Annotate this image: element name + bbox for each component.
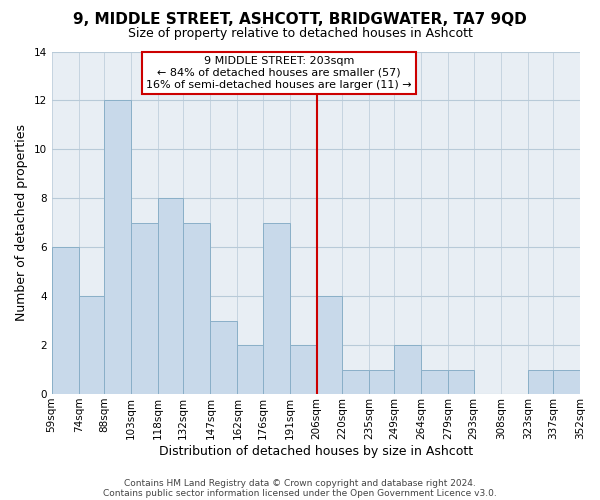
Bar bbox=[52, 247, 79, 394]
Bar bbox=[79, 296, 104, 394]
Bar bbox=[211, 320, 238, 394]
Text: Contains HM Land Registry data © Crown copyright and database right 2024.: Contains HM Land Registry data © Crown c… bbox=[124, 478, 476, 488]
Bar bbox=[421, 370, 448, 394]
Bar bbox=[104, 100, 131, 394]
Bar bbox=[394, 345, 421, 394]
Bar bbox=[369, 370, 394, 394]
Y-axis label: Number of detached properties: Number of detached properties bbox=[15, 124, 28, 322]
Bar bbox=[158, 198, 183, 394]
Bar bbox=[290, 345, 317, 394]
Bar bbox=[528, 370, 553, 394]
Text: Contains public sector information licensed under the Open Government Licence v3: Contains public sector information licen… bbox=[103, 488, 497, 498]
Text: 9 MIDDLE STREET: 203sqm
← 84% of detached houses are smaller (57)
16% of semi-de: 9 MIDDLE STREET: 203sqm ← 84% of detache… bbox=[146, 56, 412, 90]
Bar bbox=[238, 345, 263, 394]
Bar bbox=[183, 223, 211, 394]
Bar bbox=[553, 370, 580, 394]
Bar bbox=[131, 223, 158, 394]
Bar bbox=[317, 296, 342, 394]
Text: Size of property relative to detached houses in Ashcott: Size of property relative to detached ho… bbox=[128, 28, 472, 40]
Bar bbox=[263, 223, 290, 394]
X-axis label: Distribution of detached houses by size in Ashcott: Distribution of detached houses by size … bbox=[159, 444, 473, 458]
Text: 9, MIDDLE STREET, ASHCOTT, BRIDGWATER, TA7 9QD: 9, MIDDLE STREET, ASHCOTT, BRIDGWATER, T… bbox=[73, 12, 527, 28]
Bar bbox=[342, 370, 369, 394]
Bar bbox=[448, 370, 473, 394]
